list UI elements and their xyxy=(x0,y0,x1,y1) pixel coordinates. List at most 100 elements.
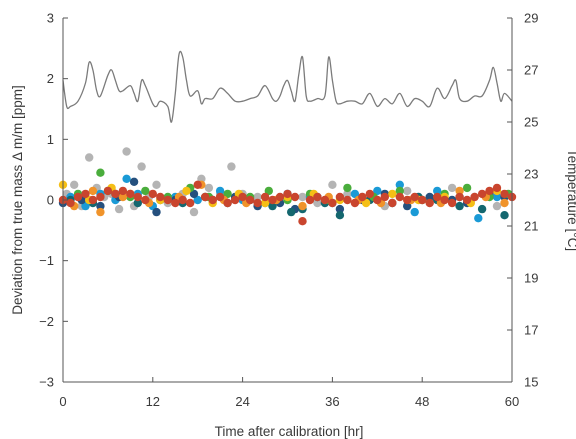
data-point-red xyxy=(178,195,187,205)
x-tick-label: 24 xyxy=(235,394,249,409)
data-point-teal xyxy=(133,198,142,208)
data-point-navy xyxy=(96,201,105,211)
x-tick-label: 0 xyxy=(59,394,66,409)
data-point-red xyxy=(350,198,360,208)
data-point-red xyxy=(477,189,487,199)
data-point-gray xyxy=(189,207,199,217)
data-point-red xyxy=(462,195,472,205)
data-point-red xyxy=(440,195,449,205)
data-point-orange xyxy=(96,207,105,217)
data-point-gray xyxy=(122,147,131,156)
data-point-red xyxy=(215,192,225,202)
data-point-red xyxy=(193,180,202,189)
data-point-gray xyxy=(253,192,262,202)
data-point-green xyxy=(264,186,273,196)
data-point-red xyxy=(81,189,90,199)
data-point-teal xyxy=(455,201,464,211)
data-point-red xyxy=(395,192,404,202)
data-point-navy xyxy=(425,192,434,202)
data-point-teal xyxy=(268,201,277,211)
data-point-red xyxy=(96,192,105,202)
data-point-red xyxy=(298,217,307,226)
x-tick-label: 48 xyxy=(415,394,429,409)
data-point-red xyxy=(447,198,457,208)
data-point-red xyxy=(418,195,427,205)
data-point-gray xyxy=(328,180,337,189)
data-point-gray xyxy=(227,162,236,171)
data-point-red xyxy=(148,189,157,199)
data-point-gray xyxy=(343,189,352,199)
data-point-red xyxy=(245,195,255,205)
data-point-gray xyxy=(403,186,412,196)
data-point-red xyxy=(186,198,195,208)
data-points xyxy=(58,147,517,226)
data-point-blue xyxy=(350,189,360,199)
data-point-blue xyxy=(474,214,483,223)
data-point-blue xyxy=(81,201,90,211)
data-point-red xyxy=(230,195,240,205)
data-point-red xyxy=(223,198,232,208)
data-point-green xyxy=(141,186,150,196)
data-point-red xyxy=(171,198,180,208)
data-point-blue xyxy=(492,192,502,202)
data-point-red xyxy=(103,186,113,196)
data-point-gray xyxy=(85,153,94,162)
data-point-green xyxy=(395,186,404,196)
data-point-navy xyxy=(129,177,139,186)
data-point-red xyxy=(485,186,494,196)
data-point-red xyxy=(373,195,382,205)
data-point-red xyxy=(88,195,98,205)
data-point-red xyxy=(335,192,345,202)
data-point-blue xyxy=(410,207,419,217)
data-point-teal xyxy=(477,204,487,214)
data-point-green xyxy=(343,183,352,193)
data-point-yellow xyxy=(388,189,397,199)
y-tick-label: 0 xyxy=(47,193,54,208)
x-tick-label: 60 xyxy=(505,394,519,409)
data-point-blue xyxy=(215,186,225,196)
data-point-navy xyxy=(335,204,345,214)
data-point-orange xyxy=(298,201,307,211)
y-tick-label: −2 xyxy=(39,314,54,329)
data-point-red xyxy=(141,195,150,205)
data-point-red xyxy=(73,192,83,202)
data-point-red xyxy=(358,192,367,202)
data-point-red xyxy=(380,192,389,202)
data-point-gray xyxy=(197,174,206,183)
data-point-red xyxy=(126,189,135,199)
data-point-gray xyxy=(137,162,146,171)
data-point-red xyxy=(260,192,270,202)
data-point-red xyxy=(313,192,322,202)
data-point-orange xyxy=(500,198,509,208)
data-point-red xyxy=(433,192,442,202)
data-point-red xyxy=(492,183,502,193)
x-tick-label: 36 xyxy=(325,394,339,409)
data-point-orange xyxy=(118,192,128,202)
data-point-red xyxy=(455,192,464,202)
y2-tick-label: 15 xyxy=(524,375,538,390)
data-point-red xyxy=(290,192,300,202)
data-point-red xyxy=(328,198,337,208)
y-tick-label: −1 xyxy=(39,253,54,268)
data-point-red xyxy=(133,192,142,202)
data-point-red xyxy=(156,192,165,202)
data-point-red xyxy=(66,198,75,208)
data-point-red xyxy=(253,198,262,208)
data-point-red xyxy=(305,195,315,205)
data-point-red xyxy=(275,192,285,202)
data-point-blue xyxy=(122,174,131,183)
data-point-red xyxy=(118,186,128,196)
data-point-red xyxy=(163,195,172,205)
data-point-yellow xyxy=(361,198,371,208)
data-point-red xyxy=(388,198,397,208)
data-point-red xyxy=(410,192,419,202)
y2-tick-label: 23 xyxy=(524,167,538,182)
data-point-red xyxy=(268,195,277,205)
data-point-red xyxy=(425,198,434,208)
data-point-green xyxy=(223,189,232,199)
y2-tick-label: 29 xyxy=(524,11,538,26)
x-tick-label: 12 xyxy=(146,394,160,409)
data-point-blue xyxy=(395,180,404,189)
